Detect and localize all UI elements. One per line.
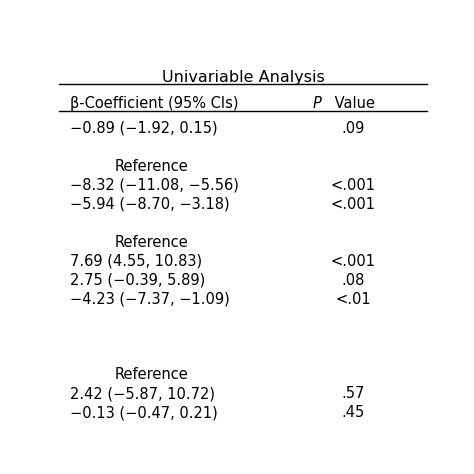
Text: β-Coefficient (95% CIs): β-Coefficient (95% CIs) [70,96,239,111]
Text: <.001: <.001 [331,178,375,193]
Text: Reference: Reference [114,159,188,173]
Text: P: P [313,96,321,111]
Text: 7.69 (4.55, 10.83): 7.69 (4.55, 10.83) [70,254,202,269]
Text: <.001: <.001 [331,254,375,269]
Text: .09: .09 [341,121,365,136]
Text: −8.32 (−11.08, −5.56): −8.32 (−11.08, −5.56) [70,178,239,193]
Text: −4.23 (−7.37, −1.09): −4.23 (−7.37, −1.09) [70,292,230,307]
Text: <.01: <.01 [335,292,371,307]
Text: Reference: Reference [114,235,188,250]
Text: −0.89 (−1.92, 0.15): −0.89 (−1.92, 0.15) [70,121,218,136]
Text: .57: .57 [341,386,365,401]
Text: .08: .08 [341,273,365,288]
Text: 2.42 (−5.87, 10.72): 2.42 (−5.87, 10.72) [70,386,215,401]
Text: Value: Value [330,96,375,111]
Text: .45: .45 [341,405,365,420]
Text: 2.75 (−0.39, 5.89): 2.75 (−0.39, 5.89) [70,273,206,288]
Text: Reference: Reference [114,367,188,383]
Text: <.001: <.001 [331,197,375,212]
Text: Univariable Analysis: Univariable Analysis [162,70,324,85]
Text: −0.13 (−0.47, 0.21): −0.13 (−0.47, 0.21) [70,405,218,420]
Text: −5.94 (−8.70, −3.18): −5.94 (−8.70, −3.18) [70,197,230,212]
